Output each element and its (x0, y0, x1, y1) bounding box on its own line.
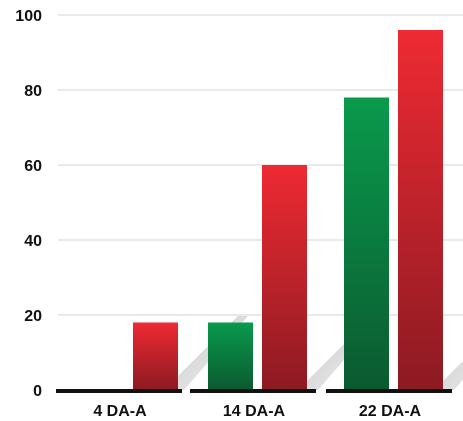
x-category-label: 4 DA-A (93, 403, 147, 420)
y-tick-label: 20 (24, 308, 42, 325)
y-tick-label: 40 (24, 233, 42, 250)
y-tick-label: 100 (15, 8, 42, 25)
y-tick-label: 80 (24, 83, 42, 100)
bar-green-3 (344, 97, 389, 390)
x-category-label: 22 DA-A (359, 403, 422, 420)
y-tick-label: 60 (24, 158, 42, 175)
bars (133, 30, 443, 390)
x-category-label: 14 DA-A (223, 403, 286, 420)
bar-red-3 (398, 30, 443, 390)
y-tick-label: 0 (33, 383, 42, 400)
gridlines (58, 14, 463, 316)
bar-green-2 (208, 322, 253, 390)
bar-red-1 (133, 322, 178, 390)
bar-red-2 (262, 165, 307, 390)
x-axis-category-labels: 4 DA-A 14 DA-A 22 DA-A (93, 403, 421, 420)
y-axis-ticks: 0 20 40 60 80 100 (15, 8, 42, 400)
